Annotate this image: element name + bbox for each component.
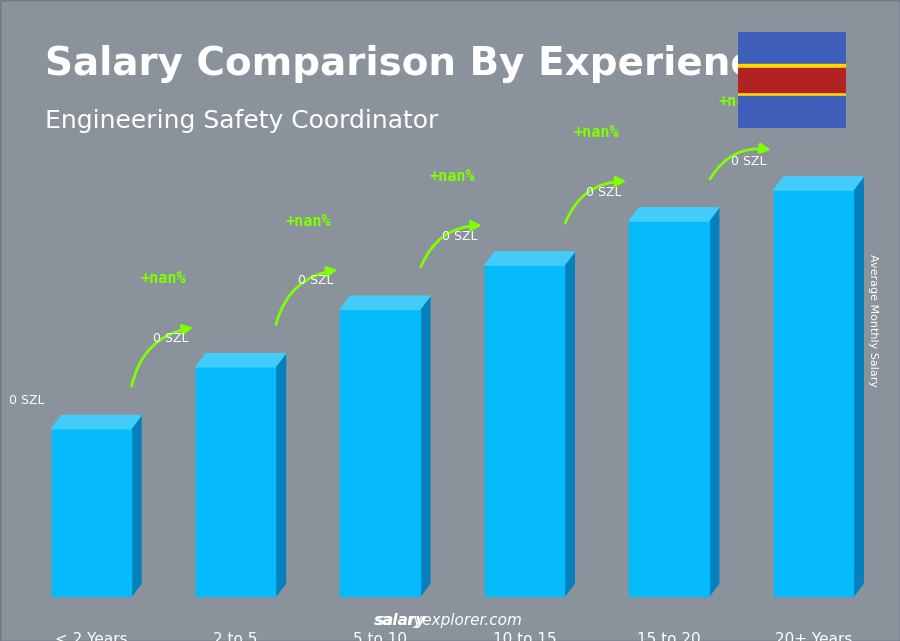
Text: 0 SZL: 0 SZL	[298, 274, 333, 287]
Text: +nan%: +nan%	[574, 125, 619, 140]
Bar	[738, 96, 846, 128]
Text: 10 to 15: 10 to 15	[492, 632, 556, 641]
Text: 15 to 20: 15 to 20	[637, 632, 701, 641]
Text: +nan%: +nan%	[718, 94, 764, 109]
Polygon shape	[485, 265, 564, 597]
Polygon shape	[774, 190, 853, 597]
Polygon shape	[564, 252, 574, 597]
Polygon shape	[853, 177, 863, 597]
Text: 0 SZL: 0 SZL	[587, 186, 622, 199]
Text: 0 SZL: 0 SZL	[731, 155, 767, 168]
Polygon shape	[51, 415, 141, 429]
Polygon shape	[774, 177, 863, 190]
Polygon shape	[51, 429, 130, 597]
Polygon shape	[130, 415, 141, 597]
Text: salaryexplorer.com: salaryexplorer.com	[377, 613, 523, 628]
Text: 0 SZL: 0 SZL	[153, 332, 189, 345]
Text: Salary Comparison By Experience: Salary Comparison By Experience	[45, 45, 779, 83]
Text: salary: salary	[374, 613, 427, 628]
Polygon shape	[708, 208, 719, 597]
Polygon shape	[275, 354, 285, 597]
Text: 0 SZL: 0 SZL	[442, 230, 478, 243]
Text: 20+ Years: 20+ Years	[775, 632, 852, 641]
Polygon shape	[629, 221, 708, 597]
Polygon shape	[419, 296, 430, 597]
Bar	[738, 64, 846, 96]
Polygon shape	[485, 252, 574, 265]
Text: +nan%: +nan%	[285, 213, 330, 229]
Bar	[738, 68, 846, 92]
Text: Engineering Safety Coordinator: Engineering Safety Coordinator	[45, 109, 438, 133]
Text: 2 to 5: 2 to 5	[213, 632, 257, 641]
Text: < 2 Years: < 2 Years	[55, 632, 128, 641]
Bar	[738, 32, 846, 64]
Polygon shape	[340, 296, 430, 310]
Polygon shape	[196, 354, 285, 367]
Text: 5 to 10: 5 to 10	[353, 632, 407, 641]
Text: Average Monthly Salary: Average Monthly Salary	[868, 254, 878, 387]
Polygon shape	[340, 310, 419, 597]
Text: +nan%: +nan%	[429, 169, 475, 185]
Polygon shape	[196, 367, 275, 597]
Polygon shape	[629, 208, 719, 221]
Text: +nan%: +nan%	[140, 271, 186, 286]
Text: 0 SZL: 0 SZL	[9, 394, 44, 406]
